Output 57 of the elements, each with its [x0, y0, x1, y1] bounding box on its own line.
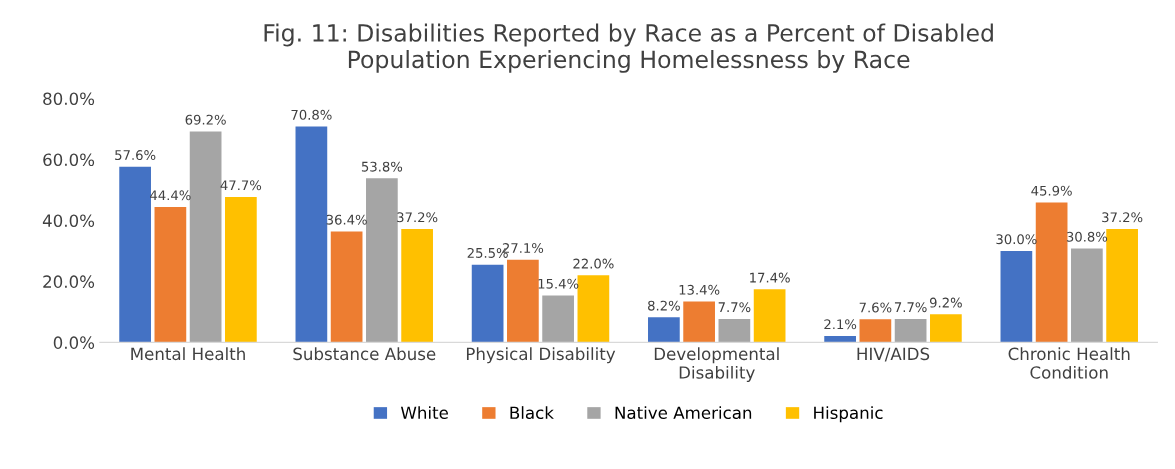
- bar: [859, 319, 892, 343]
- data-label: 47.7%: [220, 180, 262, 191]
- y-tick-label: 60.0%: [43, 153, 95, 167]
- data-label: 7.7%: [718, 302, 751, 313]
- legend-label: Black: [510, 406, 554, 420]
- y-tick-label: 0.0%: [53, 336, 95, 349]
- data-label: 8.2%: [648, 300, 680, 311]
- data-label: 22.0%: [573, 258, 614, 269]
- data-label: 7.6%: [859, 302, 892, 313]
- data-label: 37.2%: [1102, 212, 1143, 223]
- data-label: 37.2%: [397, 212, 438, 223]
- bar: [718, 318, 751, 343]
- x-tick-label: Mental Health: [131, 347, 245, 361]
- bar: [507, 259, 539, 343]
- bar: [930, 314, 962, 343]
- x-tick-label: Developmental Disability: [654, 347, 779, 383]
- bar: [648, 317, 680, 343]
- bar: [1035, 202, 1068, 343]
- chart-title: Fig. 11: Disabilities Reported by Race as a Percent of Disabled Population Experiencing Homelessness by Race: [264, 23, 993, 73]
- bar: [366, 178, 398, 343]
- bar: [471, 264, 504, 343]
- data-label: 69.2%: [185, 114, 226, 125]
- bar: [577, 275, 610, 343]
- bar: [401, 228, 433, 343]
- x-tick-label: Chronic Health Condition: [1008, 347, 1130, 379]
- legend-label: Native American: [615, 406, 752, 420]
- bar: [330, 231, 363, 343]
- data-label: 45.9%: [1031, 185, 1072, 196]
- bar: [154, 207, 187, 343]
- x-tick-label: Physical Disability: [466, 347, 616, 364]
- x-tick-label: HIV/AIDS: [857, 347, 930, 362]
- bar: [894, 318, 927, 343]
- data-label: 17.4%: [750, 272, 790, 283]
- data-label: 13.4%: [679, 284, 720, 295]
- bar: [119, 166, 151, 343]
- bar: [189, 131, 222, 343]
- data-label: 9.2%: [929, 297, 962, 308]
- bar: [295, 126, 328, 343]
- bar: [542, 295, 574, 343]
- x-tick-label: Substance Abuse: [293, 347, 436, 361]
- bar: [824, 335, 856, 343]
- data-label: 70.8%: [291, 109, 332, 120]
- bar: [683, 301, 715, 343]
- data-label: 53.8%: [361, 161, 403, 172]
- y-tick-label: 80.0%: [43, 92, 95, 106]
- data-label: 2.1%: [824, 319, 857, 330]
- bar: [1000, 250, 1033, 343]
- y-tick-label: 40.0%: [42, 214, 95, 227]
- y-tick-label: 20.0%: [43, 275, 95, 288]
- bar: [753, 289, 786, 343]
- bar: [225, 196, 257, 343]
- bar: [1071, 248, 1103, 343]
- legend-label: Hispanic: [814, 406, 883, 423]
- bar: [1106, 228, 1138, 343]
- data-label: 7.7%: [894, 302, 927, 313]
- data-label: 57.6%: [115, 150, 156, 161]
- legend-label: White: [400, 406, 448, 420]
